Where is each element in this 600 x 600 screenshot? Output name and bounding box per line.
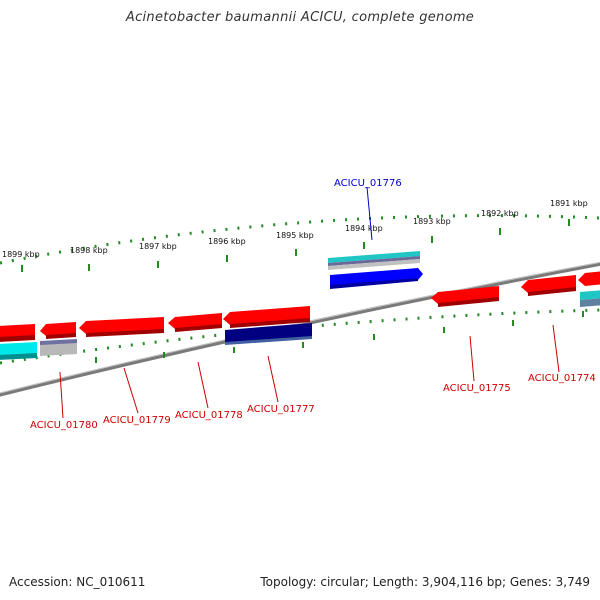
inner-ruler <box>0 308 600 365</box>
gene-label-acicu-01774: ACICU_01774 <box>528 373 596 384</box>
genome-title: Acinetobacter baumannii ACICU, complete … <box>125 10 475 25</box>
gene-acicu-01779[interactable] <box>79 317 164 337</box>
tick-labels: 1899 kbp 1898 kbp 1897 kbp 1896 kbp 1895… <box>2 199 588 259</box>
inner-major-ticks <box>95 311 584 363</box>
gene-label-acicu-01778: ACICU_01778 <box>175 410 243 421</box>
gene-acicu-01774[interactable] <box>521 275 576 296</box>
gene-label-acicu-01779: ACICU_01779 <box>103 415 171 426</box>
tick-label: 1892 kbp <box>481 209 519 218</box>
tick-label: 1895 kbp <box>276 231 314 240</box>
gene-label-acicu-01776: ACICU_01776 <box>334 178 402 189</box>
gene-red-right-edge[interactable] <box>578 271 600 307</box>
gene-acicu-01775[interactable] <box>431 286 499 307</box>
tick-label: 1891 kbp <box>550 199 588 208</box>
tick-label: 1899 kbp <box>2 250 40 259</box>
gene-acicu-01778[interactable] <box>168 313 222 332</box>
gene-cyan-left[interactable] <box>0 342 37 360</box>
tick-label: 1897 kbp <box>139 242 177 251</box>
leader-lines-blue <box>366 186 373 241</box>
tick-label: 1894 kbp <box>345 224 383 233</box>
gene-label-acicu-01775: ACICU_01775 <box>443 383 511 394</box>
genome-summary-text: Topology: circular; Length: 3,904,116 bp… <box>260 575 590 589</box>
tick-label: 1898 kbp <box>70 246 108 255</box>
accession-text: Accession: NC_010611 <box>9 575 146 589</box>
leader-lines-red <box>59 324 560 419</box>
gene-labels: ACICU_01776 ACICU_01780 ACICU_01779 ACIC… <box>30 178 596 431</box>
gene-label-acicu-01780: ACICU_01780 <box>30 420 98 431</box>
tick-label: 1893 kbp <box>413 217 451 226</box>
gene-acicu-01780[interactable] <box>40 322 76 339</box>
outer-ruler <box>0 214 600 265</box>
major-ticks <box>21 219 570 272</box>
gene-gray-left[interactable] <box>40 339 77 356</box>
gene-label-acicu-01777: ACICU_01777 <box>247 404 315 415</box>
genome-backbone-highlight <box>0 261 600 394</box>
tick-label: 1896 kbp <box>208 237 246 246</box>
gene-acicu-01776[interactable] <box>328 251 423 289</box>
gene-red-left-1[interactable] <box>0 324 35 342</box>
gene-acicu-01777[interactable] <box>223 306 312 345</box>
